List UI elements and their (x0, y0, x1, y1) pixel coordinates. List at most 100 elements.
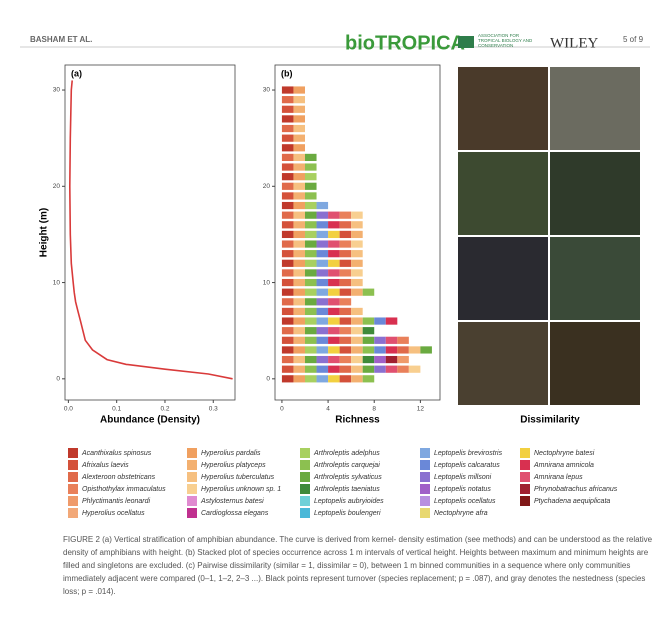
bar (281, 86, 305, 94)
bar-segment (293, 163, 305, 171)
bar-segment (316, 259, 329, 267)
bar-segment (305, 278, 317, 287)
legend-swatch (300, 472, 310, 482)
bar-segment (328, 307, 340, 316)
bar-segment (328, 327, 340, 335)
bar-segment (281, 115, 294, 123)
legend-swatch (68, 448, 78, 458)
bar-segment (281, 288, 294, 296)
frog-photo (458, 322, 548, 405)
y-tick-label: 20 (53, 183, 61, 190)
bar-segment (293, 327, 305, 335)
y-tick-label: 20 (263, 183, 271, 190)
bar-segment (293, 317, 305, 325)
bar (281, 211, 363, 219)
legend-swatch (520, 460, 530, 470)
legend-swatch (68, 496, 78, 506)
bar-segment (281, 336, 294, 344)
bar (281, 307, 363, 316)
caption: FIGURE 2 (a) Vertical stratification of … (63, 535, 653, 596)
bar-segment (328, 336, 340, 344)
bar (281, 336, 409, 344)
bar-segment (293, 269, 305, 277)
legend-label: Nectophryne batesi (534, 450, 595, 457)
legend-swatch (187, 484, 197, 494)
bar-segment (351, 240, 363, 248)
bar-segment (420, 346, 432, 354)
bar-segment (316, 365, 329, 373)
association: ASSOCIATION FOR TROPICAL BIOLOGY AND CON… (478, 33, 533, 48)
bar-segment (328, 278, 340, 287)
bar-segment (281, 124, 294, 133)
bar-segment (293, 336, 305, 344)
legend-swatch (520, 484, 530, 494)
bar-segment (316, 307, 329, 316)
frog-photo (458, 67, 548, 150)
legend-label: Leptopelis boulengeri (314, 510, 381, 517)
legend-swatch (420, 496, 430, 506)
bar-segment (351, 269, 363, 277)
bar-segment (293, 221, 305, 229)
x-tick-label: 4 (326, 406, 330, 413)
bar-segment (305, 327, 317, 335)
legend-label: Arthroleptis sylvaticus (313, 474, 382, 481)
bar-segment (293, 375, 305, 383)
bar-segment (316, 230, 329, 239)
bar-segment (305, 211, 317, 219)
legend-label: Arthroleptis adelphus (313, 450, 380, 457)
legend-label: Phrynobatrachus africanus (534, 486, 618, 493)
bar-segment (281, 298, 294, 306)
bar-segment (339, 269, 352, 277)
bar-segment (316, 278, 329, 287)
bar-segment (316, 201, 329, 210)
bar-segment (305, 240, 317, 248)
bar-segment (351, 336, 363, 344)
legend-swatch (300, 508, 310, 518)
y-tick-label: 30 (263, 87, 271, 94)
legend-label: Leptopelis notatus (434, 486, 491, 493)
bar-segment (305, 259, 317, 267)
bar-segment (281, 327, 294, 335)
bar-segment (293, 355, 305, 364)
bar-segment (351, 250, 363, 258)
bar (281, 250, 363, 258)
bar-segment (293, 124, 305, 133)
bar-segment (374, 355, 386, 364)
plot-frame (64, 64, 236, 401)
bar-segment (293, 201, 305, 210)
photo-panel (458, 67, 640, 405)
legend-swatch (68, 508, 78, 518)
legend-swatch (187, 496, 197, 506)
y-tick-label: 0 (56, 376, 60, 383)
legend-swatch (300, 496, 310, 506)
bar (281, 182, 317, 190)
bar-segment (293, 240, 305, 248)
bar-segment (316, 355, 329, 364)
bar (281, 163, 317, 171)
bar-segment (316, 298, 329, 306)
bar-segment (351, 307, 363, 316)
bar-segment (316, 336, 329, 344)
bar-segment (339, 250, 352, 258)
bar-segment (328, 355, 340, 364)
bar-segment (293, 230, 305, 239)
bar-segment (339, 288, 352, 296)
bar-segment (362, 288, 375, 296)
y-tick-label: 10 (263, 279, 271, 286)
bar-segment (281, 211, 294, 219)
legend-swatch (520, 472, 530, 482)
bar-segment (293, 298, 305, 306)
legend-label: Amnirana amnicola (533, 462, 594, 469)
legend-label: Arthroleptis carquejai (313, 462, 380, 469)
bar-segment (305, 163, 317, 171)
bar-segment (281, 105, 294, 113)
frog-photo (458, 237, 548, 320)
bar-segment (281, 317, 294, 325)
legend-label: Hyperolius ocellatus (82, 510, 145, 517)
bar-segment (293, 288, 305, 296)
bar (281, 96, 305, 104)
bar-segment (316, 327, 329, 335)
bar-segment (339, 327, 352, 335)
bar-segment (362, 355, 375, 364)
